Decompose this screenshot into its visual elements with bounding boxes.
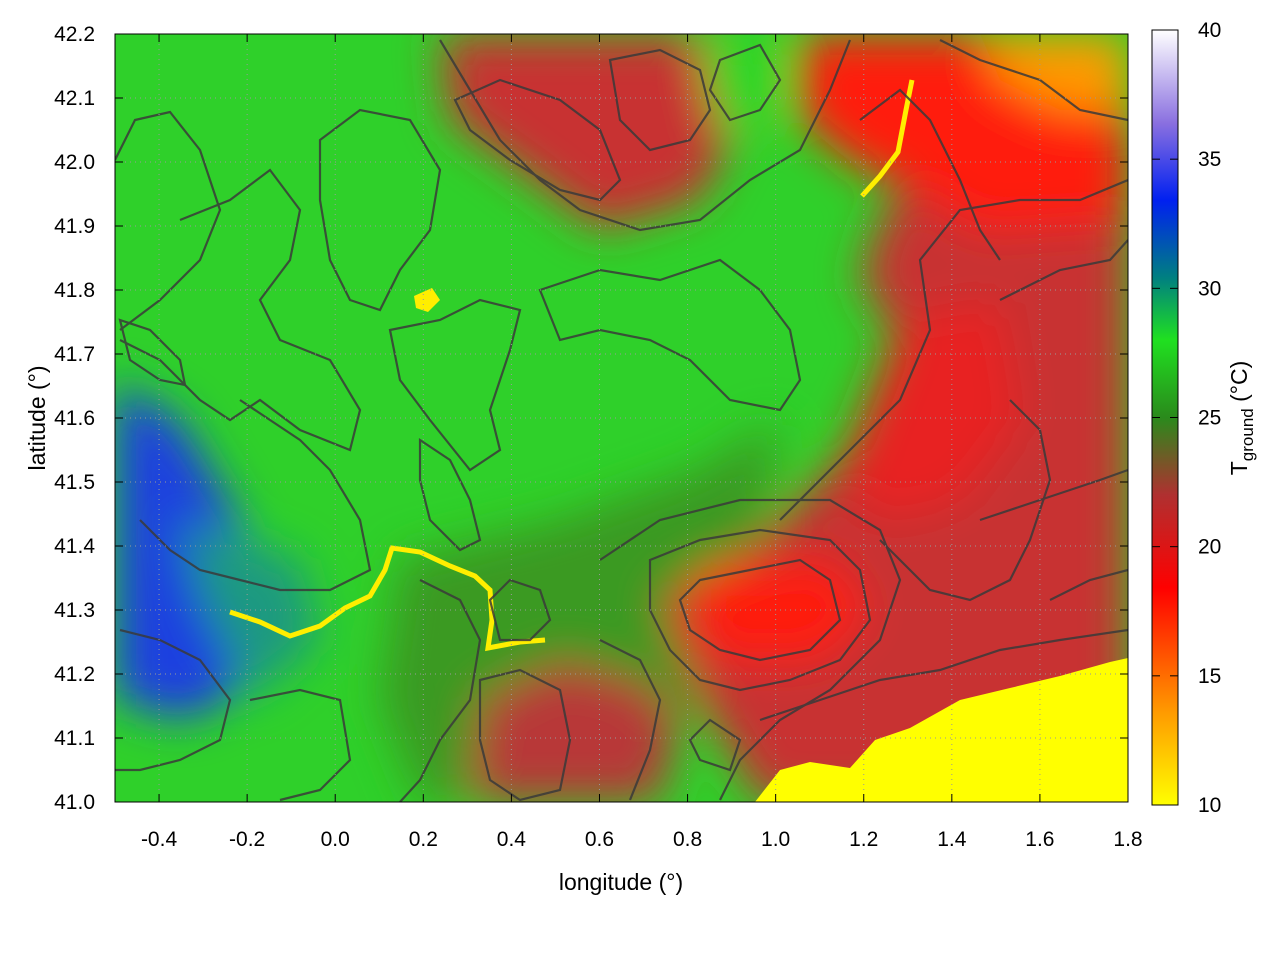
contour-line (118, 318, 187, 387)
grid-lines (115, 34, 1128, 802)
field-warm-north (440, 34, 740, 230)
y-tick-label: 41.4 (54, 535, 95, 558)
x-axis-ticks: -0.4 -0.2 0.0 0.2 0.4 0.6 0.8 1.0 1.2 1.4 1.6 1.8 (141, 34, 1143, 851)
x-tick-label: 1.2 (849, 828, 878, 851)
contour-line (599, 498, 902, 801)
colorbar-tick-label: 25 (1198, 407, 1221, 430)
colorbar-tick-label: 10 (1198, 794, 1221, 817)
contour-line (418, 437, 482, 552)
contour-line (648, 528, 872, 692)
y-tick-label: 42.1 (54, 87, 95, 110)
x-tick-label: 0.0 (321, 828, 350, 851)
y-tick-label: 42.2 (54, 23, 95, 46)
x-tick-label: 1.4 (937, 828, 967, 851)
y-tick-label: 41.5 (54, 471, 95, 494)
contour-line (538, 258, 802, 412)
colorbar-tick-label: 40 (1198, 19, 1221, 42)
field-sea (755, 658, 1128, 802)
x-tick-label: 0.4 (497, 828, 527, 851)
x-tick-label: 1.8 (1113, 828, 1142, 851)
y-tick-label: 41.1 (54, 727, 95, 750)
contour-line (453, 78, 622, 202)
colorbar-tick-label: 15 (1198, 665, 1221, 688)
y-tick-label: 41.3 (54, 599, 95, 622)
colorbar-ticks: 10 15 20 25 30 35 40 (1152, 19, 1221, 817)
colorbar-label-subscript: ground (1238, 408, 1257, 461)
contour-line (139, 399, 372, 592)
x-axis-label: longitude (°) (559, 869, 683, 895)
y-tick-label: 41.7 (54, 343, 95, 366)
x-tick-label: 0.6 (585, 828, 614, 851)
colorbar-label-unit: (°C) (1226, 361, 1252, 409)
y-tick-label: 41.2 (54, 663, 95, 686)
heatmap-field (115, 34, 1128, 802)
contour-line (115, 110, 222, 331)
contour-line (478, 668, 572, 802)
colorbar-tick-label: 30 (1198, 277, 1221, 300)
contour-line (439, 39, 852, 232)
contour-line (318, 108, 442, 312)
contour-line (608, 48, 712, 152)
contour-line (708, 43, 782, 122)
y-tick-label: 41.6 (54, 407, 95, 430)
y-tick-label: 41.0 (54, 791, 95, 814)
contour-line (859, 88, 1001, 261)
lake-mark (414, 288, 440, 312)
x-tick-label: -0.2 (229, 828, 265, 851)
x-tick-label: 0.8 (673, 828, 702, 851)
y-axis-ticks: 41.0 41.1 41.2 41.3 41.4 41.5 41.6 41.7 41.8 41.9… (54, 23, 1128, 814)
colorbar-label-base: T (1226, 461, 1252, 475)
contour-line (879, 399, 1052, 602)
y-tick-label: 41.9 (54, 215, 95, 238)
contour-line (759, 628, 1128, 722)
stream-trace-north (860, 79, 915, 198)
colorbar-label: Tground (°C) (1226, 361, 1257, 476)
x-tick-label: 1.6 (1025, 828, 1054, 851)
x-tick-label: -0.4 (141, 828, 178, 851)
field-warm-south (470, 660, 680, 802)
y-axis-label: latitude (°) (24, 365, 50, 470)
contour-line (979, 468, 1128, 522)
colorbar-tick-label: 20 (1198, 536, 1221, 559)
field-orange-peak (980, 34, 1128, 110)
contour-line (249, 688, 352, 802)
contour-line (599, 639, 662, 801)
contour-line (115, 628, 232, 772)
contour-line (999, 239, 1128, 301)
colorbar-tick-label: 35 (1198, 148, 1221, 171)
contour-line (119, 168, 362, 452)
contour-line (678, 558, 842, 662)
contour-line (688, 718, 742, 772)
x-tick-label: 1.0 (761, 828, 790, 851)
field-red-center-east (840, 300, 1020, 520)
contour-line (488, 578, 552, 642)
x-tick-label: 0.2 (409, 828, 438, 851)
y-tick-label: 41.8 (54, 279, 95, 302)
contour-line (1049, 568, 1128, 601)
contour-line (399, 579, 482, 802)
y-tick-label: 42.0 (54, 151, 95, 174)
contour-line (388, 298, 522, 472)
river-trace (229, 545, 546, 652)
contour-line (779, 178, 1128, 521)
